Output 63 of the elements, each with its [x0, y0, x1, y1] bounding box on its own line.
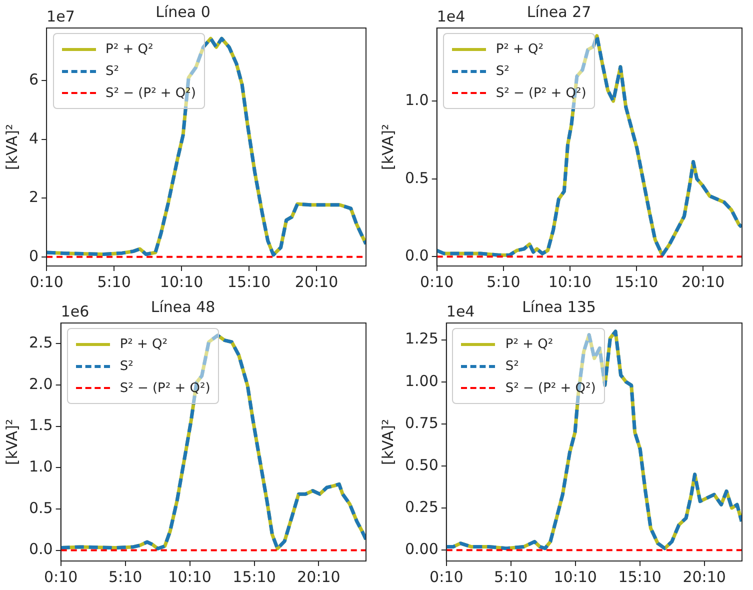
legend-label: S² [120, 358, 134, 374]
x-tick-label: 5:10 [108, 568, 142, 586]
x-tick-label: 0:10 [430, 568, 464, 586]
y-tick-label: 1.25 [404, 330, 438, 348]
legend-label: P² + Q² [496, 42, 544, 56]
x-tick-label: 5:10 [486, 272, 520, 291]
x-tick-label: 20:10 [294, 272, 338, 291]
x-tick-label: 0:10 [420, 272, 454, 291]
y-tick-label: 0.50 [404, 456, 438, 474]
legend-label: S² − (P² + Q²) [106, 86, 196, 100]
x-tick-label: 15:10 [618, 568, 662, 586]
x-tick-label: 10:10 [554, 568, 597, 586]
x-tick-label: 15:10 [232, 568, 276, 586]
x-tick-label: 20:10 [297, 568, 340, 586]
y-tick-label: 0 [28, 246, 39, 265]
legend-label: S² [505, 358, 519, 374]
text: 1e6 [60, 302, 90, 320]
y-axis-title: [kVA]² [378, 124, 397, 170]
x-tick-label: 5:10 [494, 568, 528, 586]
x-tick-label: 10:10 [160, 272, 204, 291]
y-axis-title: [kVA]² [2, 419, 21, 465]
y-tick-label: 1.0 [28, 458, 53, 476]
text: 1e4 [446, 302, 475, 320]
y-tick-label: 1.00 [404, 372, 438, 390]
y-tick-label: 2.5 [28, 334, 53, 352]
legend-label: S² [106, 64, 119, 78]
legend-label: S² − (P² + Q²) [505, 380, 596, 396]
y-tick-label: 0.5 [28, 498, 53, 517]
legend-label: P² + Q² [505, 336, 554, 352]
legend-label: S² [496, 64, 510, 78]
x-tick-label: 20:10 [681, 272, 725, 291]
y-tick-label: 0.0 [28, 540, 53, 558]
x-tick-label: 15:10 [227, 272, 271, 291]
x-tick-label: 0:10 [44, 568, 78, 586]
x-tick-label: 20:10 [682, 568, 726, 586]
y-tick-label: 4 [28, 129, 39, 148]
x-tick-label: 5:10 [97, 272, 131, 291]
y-tick-label: 0.5 [404, 168, 429, 187]
y-axis-title: [kVA]² [378, 419, 397, 465]
y-tick-label: 0.0 [404, 246, 429, 265]
chart-title: Línea 48 [150, 298, 216, 316]
chart-title: Línea 0 [156, 2, 210, 21]
chart-title: Línea 135 [522, 298, 596, 316]
y-tick-label: 6 [28, 70, 39, 88]
x-tick-label: 15:10 [614, 272, 658, 291]
x-tick-label: 10:10 [168, 568, 212, 586]
y-tick-label: 0.75 [404, 414, 438, 432]
y-tick-label: 2.0 [28, 374, 53, 393]
chart-title: Línea 27 [526, 2, 592, 21]
y-tick-label: 1.0 [404, 91, 429, 109]
legend-label: S² − (P² + Q²) [496, 86, 586, 100]
y-axis-title: [kVA]² [2, 124, 21, 170]
legend-label: P² + Q² [120, 336, 168, 352]
y-tick-label: 1.5 [28, 416, 53, 434]
text: 1e7 [46, 7, 75, 26]
y-tick-label: 0.25 [404, 498, 438, 516]
legend-label: S² − (P² + Q²) [120, 380, 210, 396]
x-tick-label: 10:10 [548, 272, 592, 291]
x-tick-label: 0:10 [30, 272, 64, 291]
legend-label: P² + Q² [106, 42, 154, 56]
y-tick-label: 0.00 [404, 540, 438, 558]
y-tick-label: 2 [28, 188, 39, 206]
text: 1e4 [436, 7, 466, 26]
